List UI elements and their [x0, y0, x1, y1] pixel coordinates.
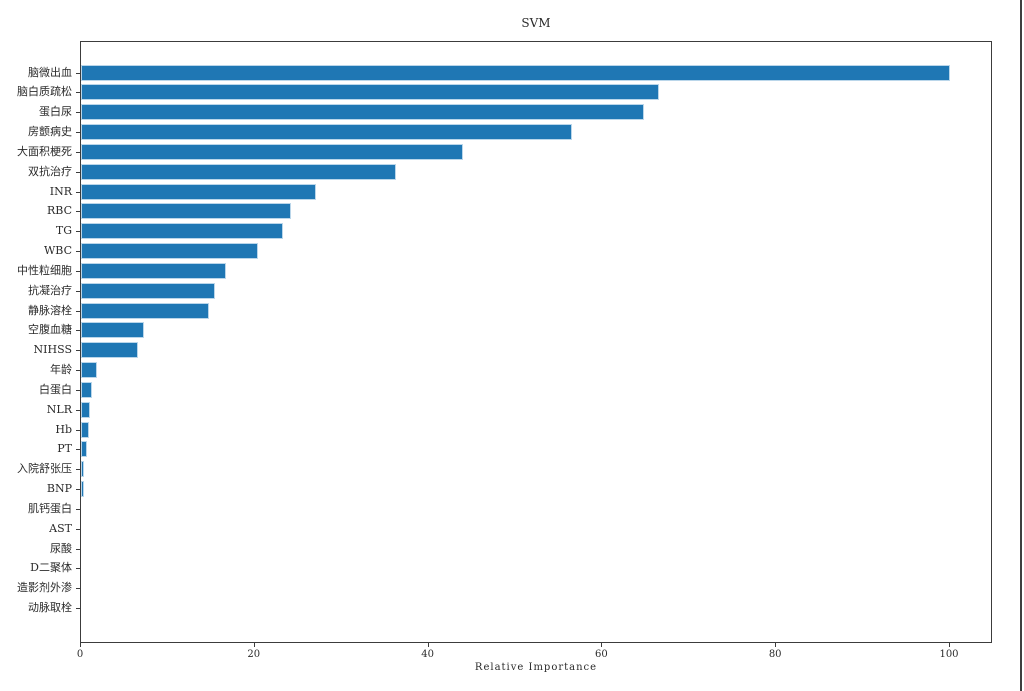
bar	[81, 302, 209, 319]
bar	[81, 381, 93, 398]
x-tick-label: 20	[247, 649, 261, 660]
y-tick-label: NIHSS	[33, 343, 72, 357]
y-tick-label: 脑白质疏松	[17, 85, 72, 99]
y-tick-label: NLR	[46, 402, 72, 416]
bar	[81, 243, 259, 259]
y-tick-label: D二聚体	[30, 561, 72, 575]
bar	[81, 262, 227, 279]
y-tick-label: 静脉溶栓	[28, 303, 72, 317]
y-tick-mark	[76, 132, 80, 133]
x-tick-mark	[601, 643, 603, 647]
bar	[81, 362, 97, 378]
bar	[81, 104, 645, 121]
x-tick-mark	[949, 643, 950, 647]
bar	[81, 143, 464, 160]
bar	[81, 481, 85, 497]
y-tick-label: 年龄	[50, 363, 72, 376]
y-tick-mark	[76, 429, 80, 431]
y-tick-mark	[76, 469, 80, 471]
bar	[81, 282, 215, 299]
x-tick-mark	[253, 643, 255, 647]
y-tick-label: PT	[57, 442, 72, 456]
bar	[81, 203, 292, 220]
bar	[81, 461, 84, 478]
bar	[81, 342, 139, 359]
y-tick-label: 大面积梗死	[17, 144, 72, 158]
bar	[81, 401, 90, 418]
y-tick-label: INR	[49, 184, 72, 198]
y-tick-label: 肌钙蛋白	[28, 501, 72, 515]
bar	[81, 223, 284, 240]
y-tick-mark	[76, 112, 80, 114]
x-tick-label: 40	[421, 649, 434, 660]
x-tick-label: 60	[595, 649, 608, 660]
y-tick-label: 中性粒细胞	[17, 263, 72, 277]
y-tick-mark	[76, 370, 80, 371]
bar	[81, 163, 397, 180]
y-tick-label: TG	[55, 224, 72, 238]
window-right-edge	[1020, 0, 1022, 691]
y-tick-mark	[76, 588, 80, 590]
y-tick-label: 空腹血糖	[28, 323, 72, 337]
y-tick-mark	[76, 72, 80, 74]
y-tick-mark	[76, 211, 80, 213]
y-tick-mark	[76, 171, 80, 173]
x-tick-label: 0	[76, 649, 84, 660]
y-tick-label: BNP	[46, 482, 72, 495]
y-tick-mark	[76, 92, 80, 94]
bar	[81, 124, 572, 140]
y-tick-label: RBC	[47, 204, 72, 218]
x-tick-mark	[775, 643, 777, 647]
chart-title: SVM	[521, 16, 551, 30]
plot-area	[80, 41, 992, 643]
bar	[81, 64, 950, 81]
y-tick-mark	[76, 608, 80, 609]
y-tick-mark	[76, 449, 80, 451]
bar	[81, 441, 88, 458]
y-tick-mark	[76, 191, 80, 193]
y-tick-mark	[76, 270, 80, 272]
y-tick-mark	[76, 231, 80, 233]
bar	[81, 421, 89, 438]
y-tick-label: 抗凝治疗	[28, 283, 72, 297]
y-tick-label: Hb	[55, 422, 72, 436]
y-tick-mark	[76, 350, 80, 352]
y-tick-label: 尿酸	[50, 541, 72, 555]
y-tick-mark	[76, 508, 80, 510]
y-tick-label: 脑微出血	[28, 65, 72, 79]
y-tick-mark	[76, 310, 80, 312]
y-tick-label: 房颤病史	[28, 125, 72, 138]
bar	[81, 183, 316, 200]
y-tick-mark	[76, 548, 80, 550]
y-tick-mark	[76, 489, 80, 490]
x-tick-mark	[427, 643, 429, 647]
y-tick-mark	[76, 151, 80, 153]
y-tick-mark	[76, 290, 80, 292]
y-tick-mark	[76, 409, 80, 411]
y-tick-mark	[76, 251, 80, 252]
y-tick-mark	[76, 568, 80, 570]
y-tick-label: AST	[49, 521, 72, 535]
y-tick-label: 双抗治疗	[28, 164, 72, 178]
bar	[81, 322, 144, 339]
y-tick-mark	[76, 389, 80, 391]
y-tick-label: 造影剂外渗	[17, 581, 72, 595]
y-tick-mark	[76, 528, 80, 530]
y-tick-label: WBC	[43, 244, 72, 257]
y-tick-label: 蛋白尿	[39, 105, 72, 119]
x-tick-label: 100	[939, 649, 959, 660]
y-tick-label: 入院舒张压	[17, 462, 72, 476]
x-tick-label: 80	[768, 649, 782, 660]
x-axis-label: Relative Importance	[474, 662, 598, 673]
y-tick-label: 白蛋白	[39, 382, 72, 396]
y-tick-label: 动脉取栓	[28, 601, 72, 614]
x-tick-mark	[80, 643, 81, 647]
bar	[81, 84, 659, 101]
y-tick-mark	[76, 330, 80, 332]
